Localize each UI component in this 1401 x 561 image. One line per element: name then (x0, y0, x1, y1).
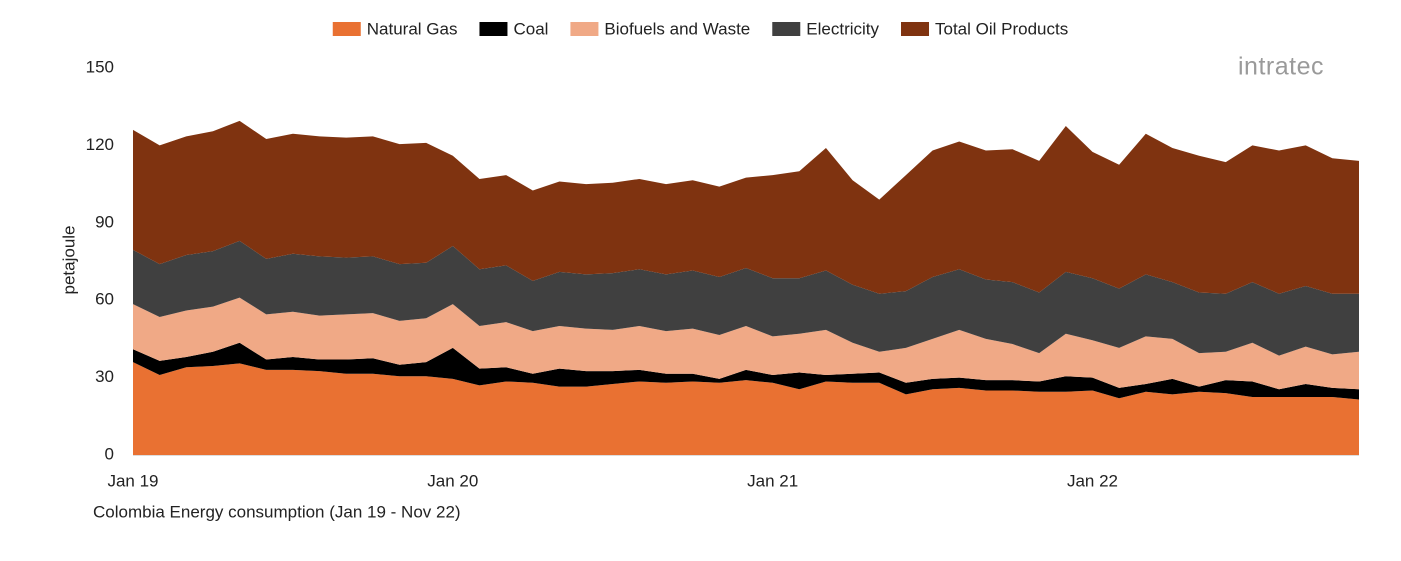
brand-logo: intratec (1238, 53, 1324, 81)
legend-swatch (570, 22, 599, 36)
area (133, 362, 1359, 455)
area (133, 297, 1359, 390)
chart-title: Colombia Energy consumption (Jan 19 - No… (93, 502, 461, 521)
y-tick-label: 90 (95, 212, 114, 231)
x-tick-label: Jan 21 (747, 471, 798, 490)
legend-label: Biofuels and Waste (604, 19, 750, 38)
legend-label: Coal (513, 19, 548, 38)
legend-swatch (479, 22, 508, 36)
legend-swatch (901, 22, 930, 36)
y-tick-label: 0 (105, 444, 114, 463)
area (133, 240, 1359, 356)
legend-label: Natural Gas (367, 19, 458, 38)
y-axis-label: petajoule (59, 225, 78, 294)
legend-label: Total Oil Products (935, 19, 1068, 38)
x-tick-label: Jan 22 (1067, 471, 1118, 490)
y-tick-label: 120 (86, 135, 114, 154)
legend-swatch (772, 22, 801, 36)
y-tick-label: 150 (86, 57, 114, 76)
legend-label: Electricity (806, 19, 879, 38)
area (133, 342, 1359, 400)
legend-swatch (332, 22, 361, 36)
y-tick-label: 60 (95, 290, 114, 309)
y-tick-label: 30 (95, 367, 114, 386)
x-tick-label: Jan 20 (427, 471, 478, 490)
area (133, 120, 1359, 294)
x-tick-label: Jan 19 (107, 471, 158, 490)
